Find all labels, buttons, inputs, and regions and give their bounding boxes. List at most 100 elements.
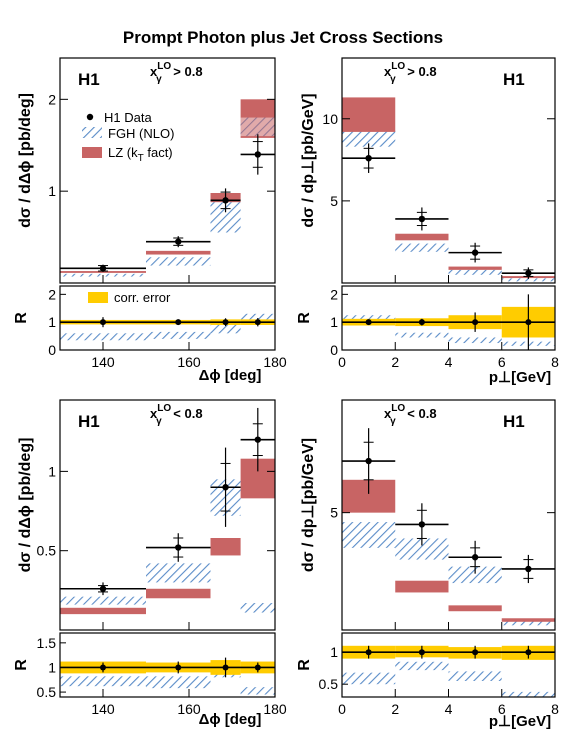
- data-point: [222, 197, 229, 204]
- ratio-ytick-label: 1: [330, 644, 338, 660]
- x-axis-label: p⊥[GeV]: [489, 369, 551, 386]
- data-point: [175, 544, 182, 551]
- region-cond: > 0.8: [404, 64, 437, 79]
- xtick-label: 4: [445, 354, 453, 370]
- ytick-label: 10: [322, 111, 338, 127]
- experiment-label: H1: [503, 412, 525, 431]
- lz-band: [501, 618, 555, 622]
- fgh-band: [501, 620, 555, 626]
- ratio-fgh-band: [342, 315, 396, 321]
- ratio-area: [60, 313, 275, 341]
- lz-band: [210, 538, 241, 556]
- lz-band: [395, 233, 449, 241]
- ratio-ytick-label: 1.5: [37, 635, 57, 651]
- region-label: xLO γ < 0.8: [150, 403, 203, 427]
- y-axis-label: dσ / dp⊥[pb/GeV]: [300, 438, 317, 572]
- ratio-point: [472, 319, 479, 326]
- data-point: [525, 565, 532, 573]
- ratio-point: [254, 319, 261, 326]
- ytick-label: 0.5: [37, 543, 57, 559]
- ratio-frame: [59, 285, 276, 351]
- data-point: [471, 554, 479, 561]
- legend-lz-label: LZ (kT fact): [108, 145, 173, 164]
- data-point: [365, 154, 372, 162]
- legend-lz-end: fact): [144, 145, 173, 160]
- plot-area: [60, 99, 275, 277]
- data-point: [365, 457, 372, 465]
- x-axis-label: p⊥[GeV]: [489, 713, 551, 730]
- legend-corr-label: corr. error: [114, 290, 171, 305]
- panel-pt_high: 5 10 H1 xLO γ > 0.8 dσ / dp⊥[pb/GeV] 0 1 2 0 2 4 6 8 R…: [296, 57, 559, 386]
- y-axis-label: dσ / dΔϕ [pb/deg]: [17, 93, 34, 228]
- ratio-point: [175, 664, 182, 671]
- ratio-ytick-label: 0.5: [319, 676, 339, 692]
- fgh-band: [448, 566, 502, 584]
- xtick-label: 8: [551, 354, 559, 370]
- xtick-label: 2: [391, 354, 399, 370]
- ratio-area: [60, 657, 275, 695]
- plot-area: [60, 407, 275, 615]
- ratio-fgh-band: [60, 676, 146, 687]
- panel-pt_low: 5 H1 xLO γ < 0.8 dσ / dp⊥[pb/GeV] 0.5 1 0 2 4 6 8 Rp…: [296, 399, 559, 730]
- ratio-fgh-band: [448, 671, 502, 681]
- fgh-band: [146, 563, 211, 583]
- lz-band: [342, 97, 396, 132]
- y-axis-label: dσ / dp⊥[pb/GeV]: [300, 93, 317, 227]
- region-x: x: [150, 64, 158, 79]
- experiment-label: H1: [503, 70, 525, 89]
- figure-title: Prompt Photon plus Jet Cross Sections: [123, 28, 443, 47]
- plot-frame: [59, 57, 276, 284]
- data-point: [254, 151, 261, 158]
- ratio-ytick-label: 0: [48, 342, 56, 358]
- ratio-point: [418, 649, 425, 656]
- xtick-label: 8: [551, 701, 559, 717]
- ratio-fgh-band: [501, 691, 555, 697]
- fgh-band: [501, 278, 555, 282]
- legend-lz-main: LZ (k: [108, 145, 138, 160]
- ratio-ytick-label: 2: [330, 286, 338, 302]
- lz-band: [60, 607, 146, 615]
- ratio-axis-label: R: [296, 659, 313, 671]
- ratio-ytick-label: 2: [48, 286, 56, 302]
- ratio-point: [100, 664, 106, 671]
- data-point: [254, 436, 261, 443]
- legend-lz-sub: T: [138, 153, 144, 164]
- ratio-fgh-band: [240, 687, 275, 695]
- region-x: x: [384, 64, 392, 79]
- lz-band: [146, 250, 211, 255]
- data-point: [471, 249, 479, 256]
- ratio-fgh-band: [342, 672, 396, 685]
- ratio-point: [222, 319, 229, 326]
- region-sup: LO: [157, 403, 171, 414]
- ratio-fgh-band: [240, 313, 275, 320]
- ratio-fgh-band: [146, 331, 211, 339]
- ratio-axis-label: R: [13, 312, 30, 324]
- ratio-point: [365, 319, 372, 326]
- ratio-fgh-band: [395, 332, 449, 338]
- legend-fgh-swatch: [82, 127, 102, 138]
- ratio-ytick-label: 0: [330, 342, 338, 358]
- ratio-ytick-label: 1: [48, 314, 56, 330]
- ratio-fgh-band: [210, 322, 241, 334]
- region-cond: > 0.8: [170, 64, 203, 79]
- region-x: x: [150, 406, 158, 421]
- region-sub: γ: [156, 74, 162, 85]
- ratio-axis-label: R: [296, 312, 313, 324]
- data-point: [418, 521, 426, 528]
- ytick-label: 1: [48, 463, 56, 479]
- xtick-label: 140: [91, 354, 115, 370]
- xtick-label: 4: [445, 701, 453, 717]
- lz-band: [395, 580, 449, 593]
- fgh-band: [146, 257, 211, 266]
- ytick-label: 1: [48, 183, 56, 199]
- xtick-label: 140: [91, 701, 115, 717]
- ytick-label: 5: [330, 505, 338, 521]
- ratio-point: [365, 649, 372, 656]
- xtick-label: 6: [498, 701, 506, 717]
- ratio-frame: [59, 632, 276, 698]
- ratio-fgh-band: [395, 661, 449, 671]
- region-sub: γ: [156, 416, 162, 427]
- xtick-label: 180: [263, 701, 287, 717]
